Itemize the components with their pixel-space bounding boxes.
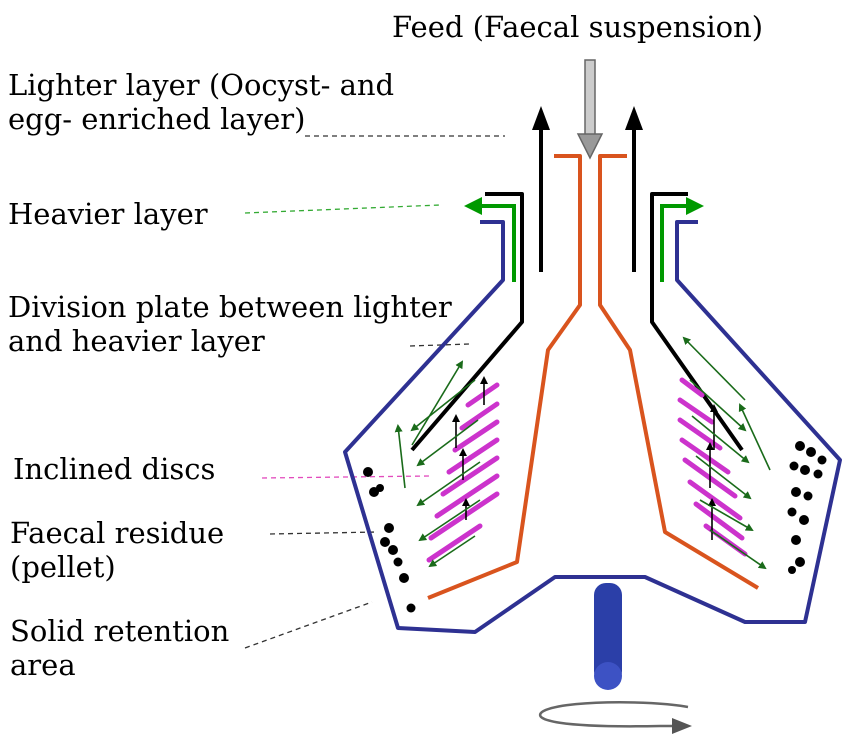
label-faecal-residue: Faecal residue (pellet) (10, 516, 224, 584)
label-solid-retention: Solid retention area (10, 614, 229, 682)
heavier-outlet-arrowhead-left (464, 197, 482, 215)
label-faecal-residue-line2: (pellet) (10, 550, 116, 584)
leader-faecal-residue (269, 531, 379, 535)
label-heavier-layer: Heavier layer (8, 197, 208, 231)
feed-arrow-shaft (584, 59, 596, 137)
flow-arrows (394, 336, 771, 570)
leader-inclined-discs (261, 475, 431, 479)
rotation-arrow (539, 701, 689, 728)
label-lighter-layer-line2: egg- enriched layer) (8, 102, 306, 136)
upflow-arrows (452, 376, 718, 540)
heavier-outlet-arrow-left (478, 204, 516, 282)
feed-arrow-head (576, 133, 604, 160)
bowl-outline (343, 220, 842, 634)
feed-tube-left (427, 154, 582, 600)
label-division-plate: Division plate between lighter and heavi… (8, 290, 452, 358)
spindle-base (594, 662, 622, 690)
label-division-plate-line1: Division plate between lighter (8, 290, 452, 324)
heavier-outlet-arrow-right (660, 204, 690, 282)
rotation-arrowhead (672, 718, 692, 734)
lighter-outlet-arrowhead-right (625, 106, 643, 130)
label-division-plate-line2: and heavier layer (8, 324, 265, 358)
leader-solid-retention (244, 601, 373, 649)
leader-division-plate (409, 343, 471, 347)
label-faecal-residue-line1: Faecal residue (10, 516, 225, 550)
label-lighter-layer-line1: Lighter layer (Oocyst- and (8, 68, 395, 102)
spindle-shaft (594, 583, 622, 683)
label-solid-retention-line1: Solid retention (10, 614, 230, 648)
leader-heavier-layer (244, 204, 441, 214)
label-inclined-discs: Inclined discs (13, 452, 216, 486)
faecal-residue-dots (363, 441, 827, 613)
label-feed: Feed (Faecal suspension) (392, 10, 764, 44)
label-solid-retention-line2: area (10, 648, 76, 682)
lighter-outlet-arrowhead-left (532, 106, 550, 130)
heavier-outlet-arrowhead-right (686, 197, 704, 215)
label-lighter-layer: Lighter layer (Oocyst- and egg- enriched… (8, 68, 394, 136)
feed-tube-right (598, 154, 760, 590)
inclined-discs-left (426, 382, 500, 563)
